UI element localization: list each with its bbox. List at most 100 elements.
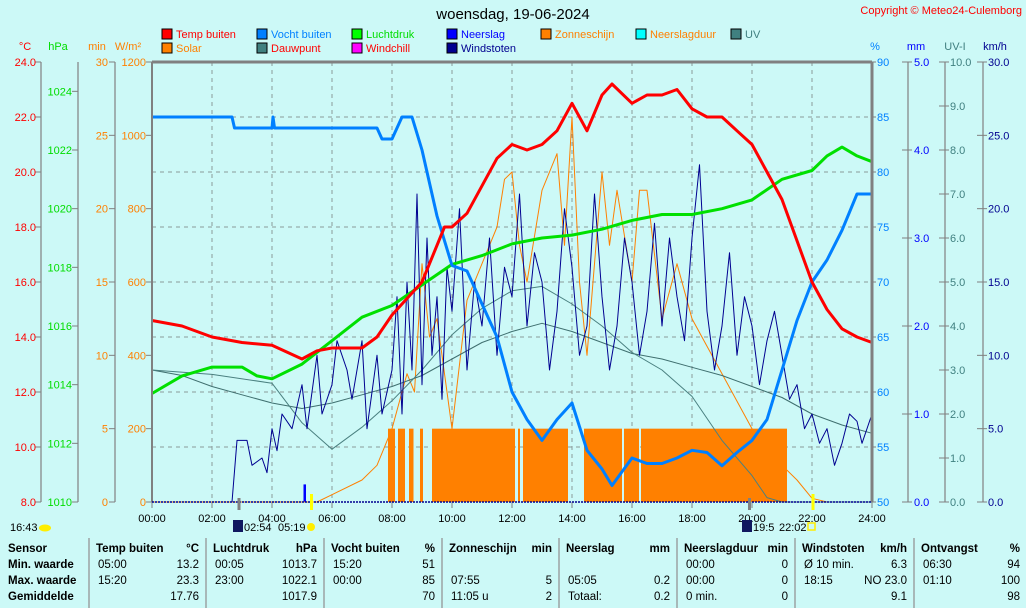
legend-swatch	[635, 28, 647, 40]
axis-tick-label-wm2: 800	[128, 204, 146, 216]
x-tick-label: 02:00	[198, 513, 226, 525]
cell-value: 23.3	[176, 575, 199, 587]
x-tick-label: 00:00	[138, 513, 166, 525]
axis-tick-label-min: 0	[102, 497, 108, 509]
sun-icon	[39, 524, 51, 532]
cell-value: 9.1	[891, 591, 907, 603]
cell-time: 07:55	[451, 575, 480, 587]
axis-tick-label-pct: 65	[877, 332, 889, 344]
moonset-icon	[233, 520, 243, 532]
cell-value: NO 23.0	[864, 575, 907, 587]
bar-zonneschijn	[409, 428, 414, 502]
axis-tick-label-kmh: 25.0	[988, 130, 1009, 142]
axis-tick-label-wm2: 1200	[122, 57, 146, 69]
column-header: Zonneschijn	[449, 543, 517, 555]
axis-tick-label-wm2: 0	[140, 497, 146, 509]
axis-tick-label-temp: 14.0	[15, 332, 36, 344]
axis-tick-label-temp: 18.0	[15, 222, 36, 234]
axis-tick-label-hpa: 1010	[48, 497, 72, 509]
axis-tick-label-min: 5	[102, 424, 108, 436]
axis-tick-label-pct: 70	[877, 277, 889, 289]
axis-tick-label-min: 20	[96, 204, 108, 216]
cell-time: 05:05	[568, 575, 597, 587]
axis-tick-label-uv: 5.0	[950, 277, 965, 289]
legend-label: Temp buiten	[176, 29, 236, 41]
summary-table: Sensor Min. waarde Max. waarde Gemiddelde Te…	[0, 538, 1026, 608]
column-unit: °C	[186, 543, 199, 555]
sunrise-time: 05:19	[278, 522, 306, 534]
x-tick-label: 08:00	[378, 513, 406, 525]
series-vocht-buiten	[152, 115, 872, 487]
bar-zonneschijn	[584, 428, 622, 502]
axis-tick-label-hpa: 1022	[48, 145, 72, 157]
axis-tick-label-mm: 2.0	[914, 321, 929, 333]
legend-label: Windchill	[366, 43, 410, 55]
cell-value: 17.76	[170, 591, 199, 603]
cell-value: 94	[1007, 559, 1020, 571]
row-label: Min. waarde	[8, 559, 74, 571]
axis-tick-label-mm: 1.0	[914, 409, 929, 421]
cell-time: Totaal:	[568, 591, 602, 603]
chart-title: woensdag, 19-06-2024	[436, 6, 590, 23]
cell-time: 00:00	[686, 559, 715, 571]
axis-tick-label-uv: 3.0	[950, 365, 965, 377]
moonrise-icon	[742, 520, 752, 532]
cell-time: 23:00	[215, 575, 244, 587]
cell-value: 13.2	[176, 559, 199, 571]
axis-tick-label-temp: 10.0	[15, 442, 36, 454]
table-column: Luchtdruk hPa 00:05 1013.7 23:00 1022.1 1017.9	[205, 538, 323, 608]
cell-value: 100	[1000, 575, 1020, 587]
axis-tick-label-temp: 24.0	[15, 57, 36, 69]
legend-label: UV	[745, 29, 761, 41]
axis-tick-label-uv: 1.0	[950, 453, 965, 465]
cell-value: 0.2	[654, 575, 670, 587]
axis-tick-label-pct: 80	[877, 167, 889, 179]
axis-tick-label-kmh: 5.0	[988, 424, 1003, 436]
axis-tick-label-uv: 7.0	[950, 189, 965, 201]
axis-tick-label-min: 10	[96, 350, 108, 362]
legend-label: Dauwpunt	[271, 43, 321, 55]
cell-time: Ø 10 min.	[804, 559, 854, 571]
axis-tick-label-uv: 9.0	[950, 101, 965, 113]
sunrise-icon	[307, 523, 315, 531]
axis-tick-label-hpa: 1016	[48, 321, 72, 333]
cell-time: 15:20	[333, 559, 362, 571]
axis-tick-label-min: 25	[96, 130, 108, 142]
bar-neerslag	[303, 484, 306, 502]
column-header: Neerslagduur	[684, 543, 759, 555]
axis-tick-label-hpa: 1024	[48, 86, 72, 98]
bar-zonneschijn	[420, 428, 423, 502]
cell-value: 5	[545, 575, 552, 587]
axis-tick-label-mm: 0.0	[914, 497, 929, 509]
column-unit: min	[767, 543, 788, 555]
cell-value: 0	[781, 591, 788, 603]
axis-tick-label-mm: 5.0	[914, 57, 929, 69]
cell-time: 01:10	[923, 575, 952, 587]
moonrise-time: 19:5	[753, 522, 774, 534]
cell-time: 06:30	[923, 559, 952, 571]
legend-swatch	[351, 42, 363, 54]
x-tick-label: 04:00	[258, 513, 286, 525]
series-temp-buiten	[151, 82, 873, 361]
axis-tick-label-kmh: 30.0	[988, 57, 1009, 69]
axis-tick-label-hpa: 1012	[48, 438, 72, 450]
copyright: Copyright © Meteo24-Culemborg	[860, 5, 1022, 17]
axis-tick-label-kmh: 20.0	[988, 204, 1009, 216]
axis-tick-label-kmh: 10.0	[988, 350, 1009, 362]
column-header: Vocht buiten	[331, 543, 400, 555]
column-unit: mm	[649, 543, 670, 555]
axis-tick-label-uv: 2.0	[950, 409, 965, 421]
legend-swatch	[256, 28, 268, 40]
axis-tick-label-hpa: 1014	[48, 380, 72, 392]
cell-value: 0	[781, 575, 788, 587]
table-column: Ontvangst% 06:30 94 01:10 100 98	[913, 538, 1026, 608]
cell-value: 2	[545, 591, 552, 603]
axis-tick-label-uv: 6.0	[950, 233, 965, 245]
axis-tick-label-uv: 10.0	[950, 57, 971, 69]
cell-value: 6.3	[891, 559, 907, 571]
table-row-labels: Sensor Min. waarde Max. waarde Gemiddelde	[0, 538, 88, 608]
column-header: Windstoten	[802, 543, 865, 555]
axis-tick-label-wm2: 200	[128, 424, 146, 436]
cell-time: 0 min.	[686, 591, 718, 603]
axis-tick-label-mm: 4.0	[914, 145, 929, 157]
